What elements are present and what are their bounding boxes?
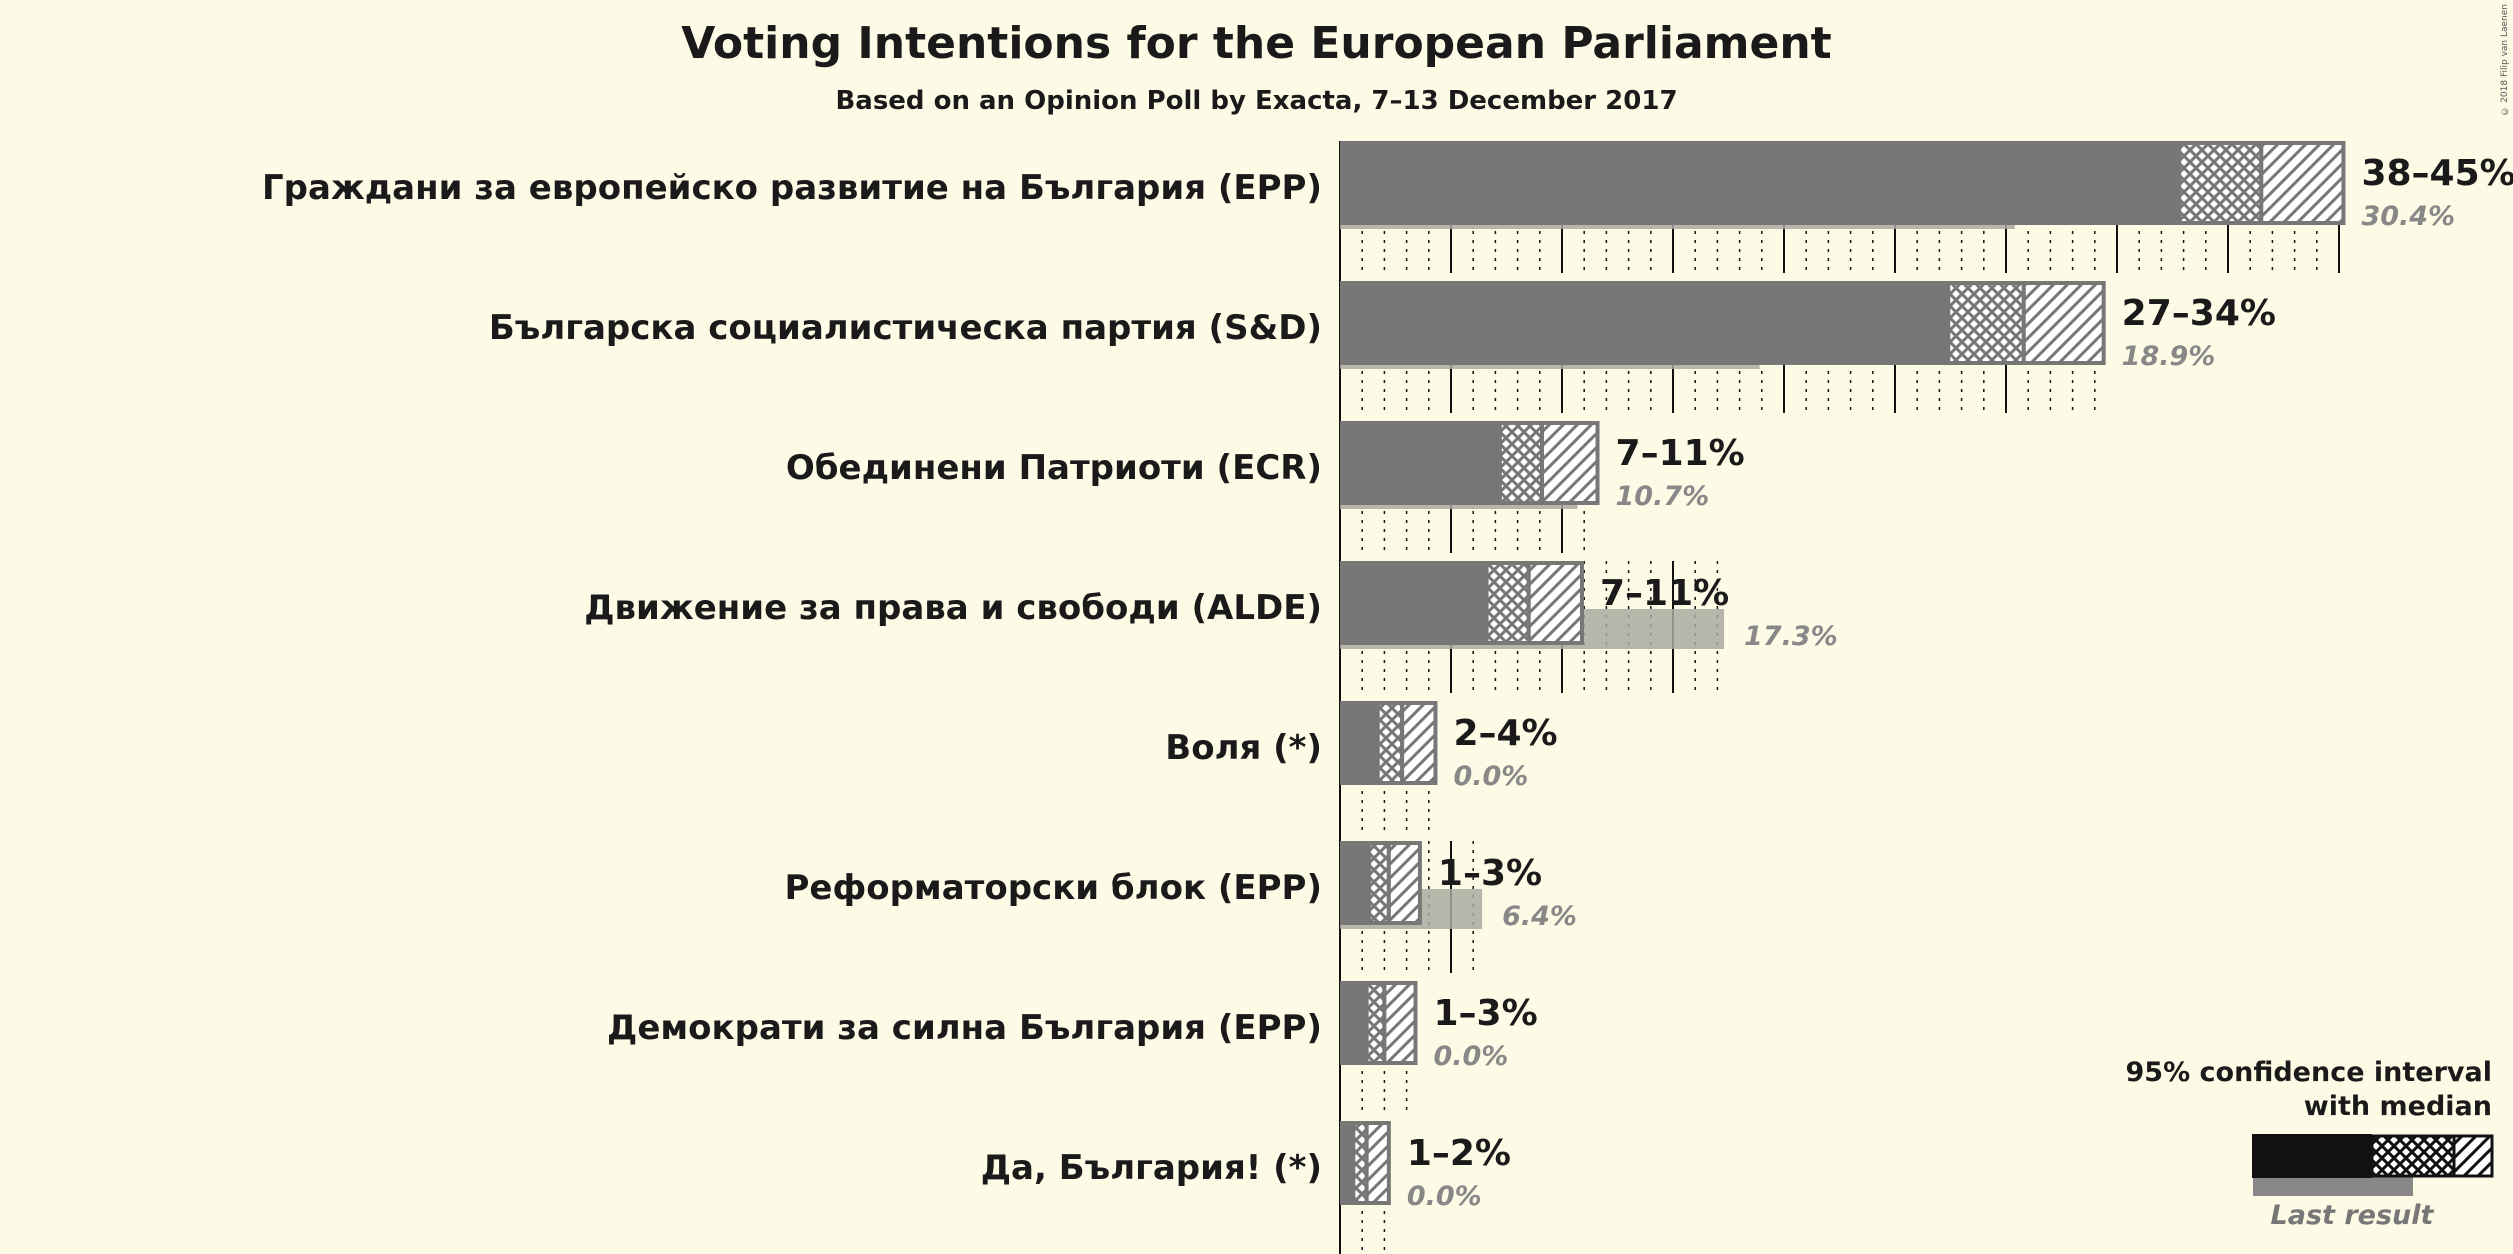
last-result-label: 17.3% bbox=[1744, 621, 1838, 652]
party-row: Българска социалистическа партия (S&D) 27… bbox=[489, 281, 2276, 413]
last-result-label: 18.9% bbox=[2122, 341, 2216, 372]
ci-solid-bar bbox=[1340, 421, 1500, 505]
last-result-label: 0.0% bbox=[1407, 1181, 1482, 1212]
party-row: Демократи за силна България (EPP) 1–3% 0.0… bbox=[607, 981, 1538, 1113]
last-result-label: 30.4% bbox=[2361, 201, 2455, 232]
legend-last-result-label: Last result bbox=[2271, 1200, 2435, 1231]
party-label: Движение за права и свободи (ALDE) bbox=[584, 588, 1322, 628]
ci-upper-half bbox=[1382, 981, 1418, 1065]
ci-solid-bar bbox=[1340, 1121, 1354, 1205]
legend-ci-bar bbox=[2252, 1134, 2372, 1178]
ci-upper-half bbox=[1400, 701, 1438, 785]
ci-lower-half bbox=[2177, 141, 2264, 225]
ci-solid-bar bbox=[1340, 841, 1369, 925]
range-label: 1–2% bbox=[1407, 1133, 1511, 1174]
range-label: 7–11% bbox=[1600, 573, 1729, 614]
party-row: Обединени Патриоти (ECR) 7–11% 10.7% bbox=[786, 421, 1745, 553]
ci-lower-half bbox=[1946, 281, 2026, 365]
range-label: 27–34% bbox=[2122, 293, 2276, 334]
party-row: Движение за права и свободи (ALDE) 7–11% 1… bbox=[584, 561, 1838, 693]
range-label: 38–45% bbox=[2361, 153, 2513, 194]
range-label: 1–3% bbox=[1433, 993, 1537, 1034]
ci-solid-bar bbox=[1340, 981, 1367, 1065]
ci-lower-half bbox=[1366, 841, 1391, 925]
ci-upper-half bbox=[2259, 141, 2346, 225]
last-result-label: 6.4% bbox=[1502, 901, 1577, 932]
party-row: Да, България! (*) 1–2% 0.0% bbox=[981, 1121, 1511, 1253]
range-label: 1–3% bbox=[1438, 853, 1542, 894]
party-row: Граждани за европейско развитие на Бълга… bbox=[262, 141, 2513, 273]
ci-upper-half bbox=[1526, 561, 1584, 645]
party-label: Обединени Патриоти (ECR) bbox=[786, 448, 1322, 488]
party-label: Българска социалистическа партия (S&D) bbox=[489, 308, 1322, 348]
legend: 95% confidence interval with median Last… bbox=[2126, 1057, 2494, 1231]
legend-ci-upper-half bbox=[2452, 1134, 2494, 1178]
ci-solid-bar bbox=[1340, 701, 1378, 785]
legend-title-line2: with median bbox=[2304, 1091, 2492, 1122]
ci-solid-bar bbox=[1340, 281, 1949, 365]
ci-lower-half bbox=[1375, 701, 1405, 785]
party-rows: Граждани за европейско развитие на Бълга… bbox=[262, 141, 2513, 1253]
last-result-label: 0.0% bbox=[1453, 761, 1528, 792]
party-label: Граждани за европейско развитие на Бълга… bbox=[262, 168, 1322, 208]
range-label: 7–11% bbox=[1616, 433, 1745, 474]
ci-upper-half bbox=[1386, 841, 1422, 925]
last-result-label: 0.0% bbox=[1433, 1041, 1508, 1072]
party-label: Воля (*) bbox=[1165, 728, 1322, 768]
ci-lower-half bbox=[1364, 981, 1387, 1065]
party-row: Воля (*) 2–4% 0.0% bbox=[1165, 701, 1558, 833]
party-label: Реформаторски блок (EPP) bbox=[785, 868, 1323, 908]
ci-solid-bar bbox=[1340, 141, 2180, 225]
ci-upper-half bbox=[2021, 281, 2106, 365]
ci-upper-half bbox=[1540, 421, 1600, 505]
party-label: Демократи за силна България (EPP) bbox=[607, 1008, 1322, 1048]
last-result-label: 10.7% bbox=[1616, 481, 1710, 512]
party-label: Да, България! (*) bbox=[981, 1148, 1322, 1188]
ci-lower-half bbox=[1497, 421, 1545, 505]
chart-title: Voting Intentions for the European Parli… bbox=[681, 18, 1832, 69]
ci-solid-bar bbox=[1340, 561, 1487, 645]
party-row: Реформаторски блок (EPP) 1–3% 6.4% bbox=[785, 841, 1577, 973]
legend-title-line1: 95% confidence interval bbox=[2126, 1057, 2492, 1088]
legend-ci-lower-half bbox=[2370, 1134, 2456, 1178]
range-label: 2–4% bbox=[1453, 713, 1557, 754]
ci-upper-half bbox=[1364, 1121, 1391, 1205]
ci-lower-half bbox=[1484, 561, 1531, 645]
chart-subtitle: Based on an Opinion Poll by Exacta, 7–13… bbox=[835, 86, 1678, 116]
